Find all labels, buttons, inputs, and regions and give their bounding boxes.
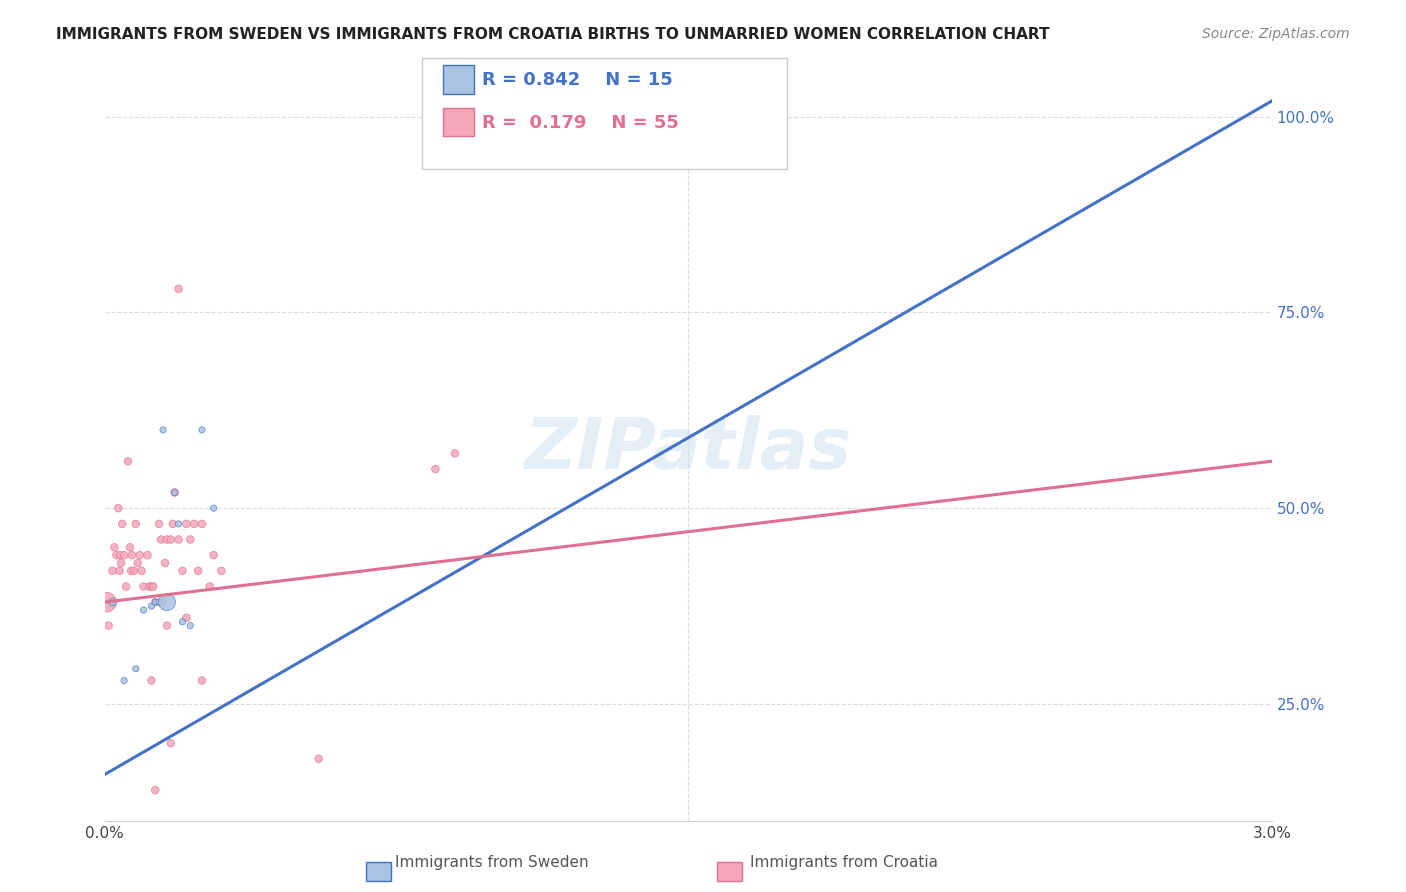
- Point: [136, 548, 159, 562]
- Point: [128, 548, 150, 562]
- Point: [101, 595, 124, 609]
- Point: [108, 564, 131, 578]
- Point: [142, 580, 165, 594]
- Point: [202, 548, 225, 562]
- Point: [143, 595, 166, 609]
- Point: [115, 580, 138, 594]
- Text: Immigrants from Sweden: Immigrants from Sweden: [395, 855, 589, 870]
- Point: [156, 595, 179, 609]
- Text: Immigrants from Croatia: Immigrants from Croatia: [749, 855, 938, 870]
- Point: [97, 618, 120, 632]
- Point: [117, 454, 139, 468]
- Point: [308, 752, 330, 766]
- Point: [159, 533, 181, 547]
- Point: [191, 516, 214, 531]
- Point: [120, 564, 142, 578]
- Point: [148, 595, 170, 609]
- Point: [138, 580, 160, 594]
- Point: [191, 673, 214, 688]
- Text: R = 0.842    N = 15: R = 0.842 N = 15: [482, 71, 673, 89]
- Point: [167, 282, 190, 296]
- Point: [118, 541, 141, 555]
- Point: [152, 423, 174, 437]
- Point: [121, 548, 143, 562]
- Point: [152, 595, 174, 609]
- Point: [176, 516, 198, 531]
- Point: [167, 516, 190, 531]
- Point: [167, 533, 190, 547]
- Point: [96, 595, 118, 609]
- Point: [162, 516, 184, 531]
- Point: [425, 462, 447, 476]
- Point: [148, 516, 170, 531]
- Point: [163, 485, 186, 500]
- Point: [159, 736, 181, 750]
- Point: [132, 603, 155, 617]
- Point: [209, 564, 232, 578]
- Point: [202, 501, 225, 516]
- Point: [163, 485, 186, 500]
- Point: [172, 564, 194, 578]
- Point: [125, 516, 148, 531]
- Point: [183, 516, 205, 531]
- Point: [191, 423, 214, 437]
- Point: [110, 548, 132, 562]
- Point: [141, 580, 163, 594]
- Point: [127, 556, 149, 570]
- Point: [112, 548, 135, 562]
- Point: [132, 580, 155, 594]
- Point: [198, 580, 221, 594]
- Point: [444, 446, 467, 460]
- Point: [176, 611, 198, 625]
- Point: [112, 673, 135, 688]
- Text: IMMIGRANTS FROM SWEDEN VS IMMIGRANTS FROM CROATIA BIRTHS TO UNMARRIED WOMEN CORR: IMMIGRANTS FROM SWEDEN VS IMMIGRANTS FRO…: [56, 27, 1050, 42]
- Point: [143, 595, 166, 609]
- Point: [156, 618, 179, 632]
- Point: [179, 618, 201, 632]
- Point: [125, 662, 148, 676]
- Point: [153, 556, 176, 570]
- Text: Source: ZipAtlas.com: Source: ZipAtlas.com: [1202, 27, 1350, 41]
- Point: [141, 599, 163, 613]
- Point: [172, 615, 194, 629]
- Point: [156, 533, 179, 547]
- Point: [143, 783, 166, 797]
- Point: [122, 564, 145, 578]
- Point: [187, 564, 209, 578]
- Point: [179, 533, 201, 547]
- Point: [105, 548, 128, 562]
- Point: [103, 541, 125, 555]
- Text: ZIPatlas: ZIPatlas: [524, 415, 852, 484]
- Point: [107, 501, 129, 516]
- Text: R =  0.179    N = 55: R = 0.179 N = 55: [482, 114, 679, 132]
- Point: [111, 516, 134, 531]
- Point: [150, 533, 173, 547]
- Point: [131, 564, 153, 578]
- Point: [110, 556, 132, 570]
- Point: [101, 564, 124, 578]
- Point: [141, 673, 163, 688]
